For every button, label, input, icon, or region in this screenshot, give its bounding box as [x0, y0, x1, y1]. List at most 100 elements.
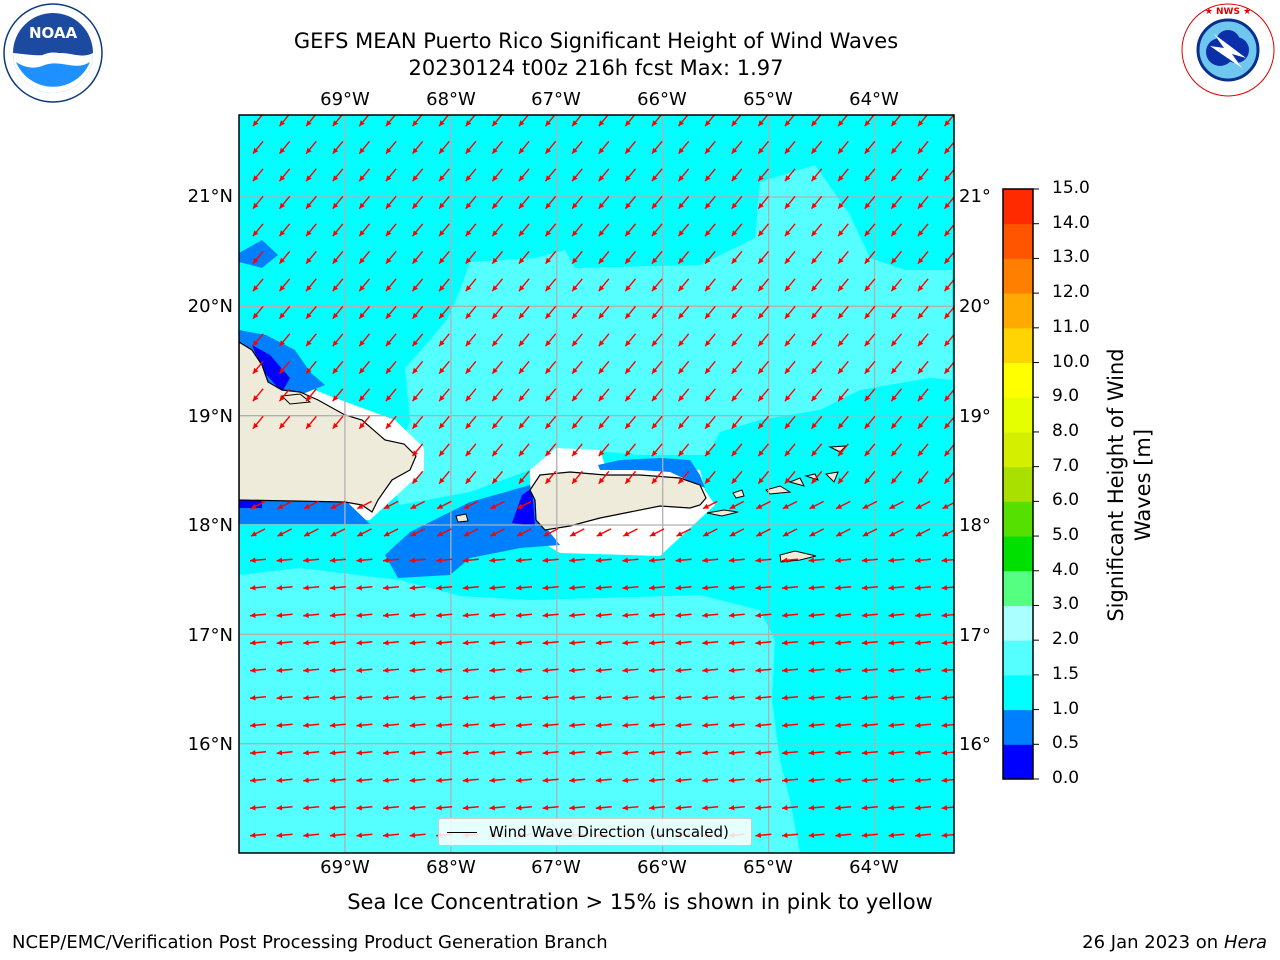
- wave-direction-arrow-head: [465, 422, 472, 429]
- wave-direction-arrow-head: [492, 147, 498, 154]
- wave-direction-arrow-head: [782, 750, 788, 756]
- wave-direction-arrow-head: [598, 202, 605, 209]
- wave-direction-arrow-head: [250, 612, 256, 618]
- wave-direction-arrow-head: [489, 695, 496, 701]
- wave-direction-arrow-head: [490, 503, 497, 509]
- wave-direction-arrow-head: [705, 395, 711, 402]
- wave-direction-arrow-head: [359, 257, 365, 264]
- wave-direction-arrow-head: [462, 612, 469, 618]
- wave-direction-arrow-head: [329, 750, 336, 756]
- wave-direction-arrow-head: [465, 147, 472, 154]
- wave-direction-arrow-head: [279, 367, 286, 374]
- wave-direction-arrow-head: [439, 312, 445, 319]
- wave-direction-arrow-head: [888, 722, 895, 728]
- wave-direction-arrow-head: [306, 422, 312, 429]
- wave-direction-arrow-head: [276, 832, 283, 838]
- map-legend: Wind Wave Direction (unscaled): [438, 818, 752, 846]
- wave-direction-arrow-head: [705, 175, 711, 182]
- wave-direction-arrow-head: [359, 340, 365, 347]
- wave-direction-arrow-head: [622, 750, 629, 756]
- colorbar-segment: [1003, 570, 1033, 606]
- wave-direction-arrow-head: [888, 832, 895, 838]
- wave-direction-arrow-head: [888, 805, 895, 811]
- wave-direction-arrow-head: [359, 120, 365, 127]
- wave-direction-arrow-head: [891, 340, 897, 347]
- wave-direction-arrow-head: [465, 285, 472, 292]
- colorbar-tick-label: 10.0: [1052, 351, 1090, 372]
- wave-direction-arrow-head: [702, 640, 708, 646]
- wave-direction-arrow-head: [917, 477, 924, 484]
- wave-direction-arrow-head: [250, 805, 256, 811]
- wave-direction-arrow-head: [595, 640, 602, 646]
- wave-direction-arrow-head: [784, 422, 791, 429]
- wave-direction-arrow-head: [412, 367, 419, 374]
- wave-direction-arrow-head: [649, 531, 656, 537]
- wave-direction-arrow-head: [356, 640, 363, 646]
- wave-direction-arrow-head: [838, 395, 844, 402]
- wave-direction-arrow-head: [625, 367, 631, 374]
- wave-direction-arrow-head: [731, 202, 738, 209]
- small-island: [706, 509, 739, 517]
- wave-direction-arrow-head: [409, 640, 416, 646]
- wave-direction-arrow-head: [835, 667, 841, 673]
- wave-direction-arrow-head: [728, 695, 735, 701]
- wave-direction-arrow-head: [811, 312, 818, 319]
- wave-direction-arrow-head: [439, 450, 445, 457]
- wave-direction-arrow-head: [941, 557, 948, 563]
- wave-direction-arrow-head: [705, 285, 711, 292]
- wave-direction-arrow-head: [811, 202, 818, 209]
- wave-direction-arrow-head: [864, 175, 871, 182]
- wave-direction-arrow-head: [279, 202, 286, 209]
- wave-direction-arrow-head: [864, 450, 871, 457]
- wave-direction-arrow-head: [412, 175, 419, 182]
- wave-direction-arrow-head: [545, 340, 552, 347]
- wave-direction-arrow-head: [755, 640, 762, 646]
- wave-direction-arrow-head: [516, 640, 522, 646]
- wave-direction-arrow-head: [651, 175, 658, 182]
- wave-direction-arrow-head: [383, 777, 389, 783]
- wave-direction-arrow-head: [303, 585, 309, 591]
- wave-direction-arrow-head: [412, 395, 419, 402]
- wave-direction-arrow-head: [838, 477, 844, 484]
- wave-direction-arrow-head: [462, 750, 469, 756]
- wave-direction-arrow-head: [625, 175, 631, 182]
- wave-direction-arrow-head: [941, 667, 948, 673]
- wave-direction-arrow-head: [891, 147, 897, 154]
- wave-direction-arrow-head: [410, 503, 417, 509]
- wave-direction-arrow-head: [412, 230, 419, 237]
- wave-direction-arrow-head: [625, 312, 631, 319]
- wave-direction-arrow-head: [385, 395, 392, 402]
- colorbar-tick-label: 7.0: [1052, 455, 1080, 476]
- wave-direction-arrow-head: [545, 477, 552, 484]
- lon-tick-bottom: 64°W: [849, 857, 899, 878]
- wave-direction-arrow-head: [864, 422, 871, 429]
- wave-direction-arrow-head: [252, 285, 259, 292]
- lat-tick-left: 21°N: [187, 186, 233, 207]
- wave-direction-arrow-head: [329, 832, 336, 838]
- wave-direction-arrow-head: [306, 120, 312, 127]
- wave-direction-arrow-head: [569, 750, 575, 756]
- wave-direction-arrow-head: [462, 777, 469, 783]
- wave-direction-arrow-head: [888, 777, 895, 783]
- wave-direction-arrow-head: [518, 367, 525, 374]
- wave-direction-arrow-head: [651, 340, 658, 347]
- wave-direction-arrow-head: [782, 640, 788, 646]
- lon-tick-bottom: 66°W: [637, 857, 687, 878]
- wave-direction-arrow-head: [492, 395, 498, 402]
- wave-direction-arrow-head: [518, 175, 525, 182]
- wave-direction-arrow-head: [303, 750, 309, 756]
- colorbar-segment: [1003, 709, 1033, 745]
- wave-direction-arrow-head: [492, 257, 498, 264]
- wave-direction-arrow-head: [409, 667, 416, 673]
- wave-direction-arrow-head: [676, 531, 683, 537]
- wave-direction-arrow-head: [462, 585, 469, 591]
- wave-direction-arrow-head: [542, 805, 549, 811]
- wave-direction-arrow-head: [917, 395, 924, 402]
- wave-direction-arrow-head: [595, 695, 602, 701]
- wave-direction-arrow-head: [542, 585, 549, 591]
- wave-direction-arrow-head: [462, 695, 469, 701]
- wave-direction-arrow-head: [303, 777, 309, 783]
- wave-direction-arrow-head: [864, 202, 871, 209]
- wave-direction-arrow-head: [835, 612, 841, 618]
- wave-direction-arrow-head: [250, 557, 256, 563]
